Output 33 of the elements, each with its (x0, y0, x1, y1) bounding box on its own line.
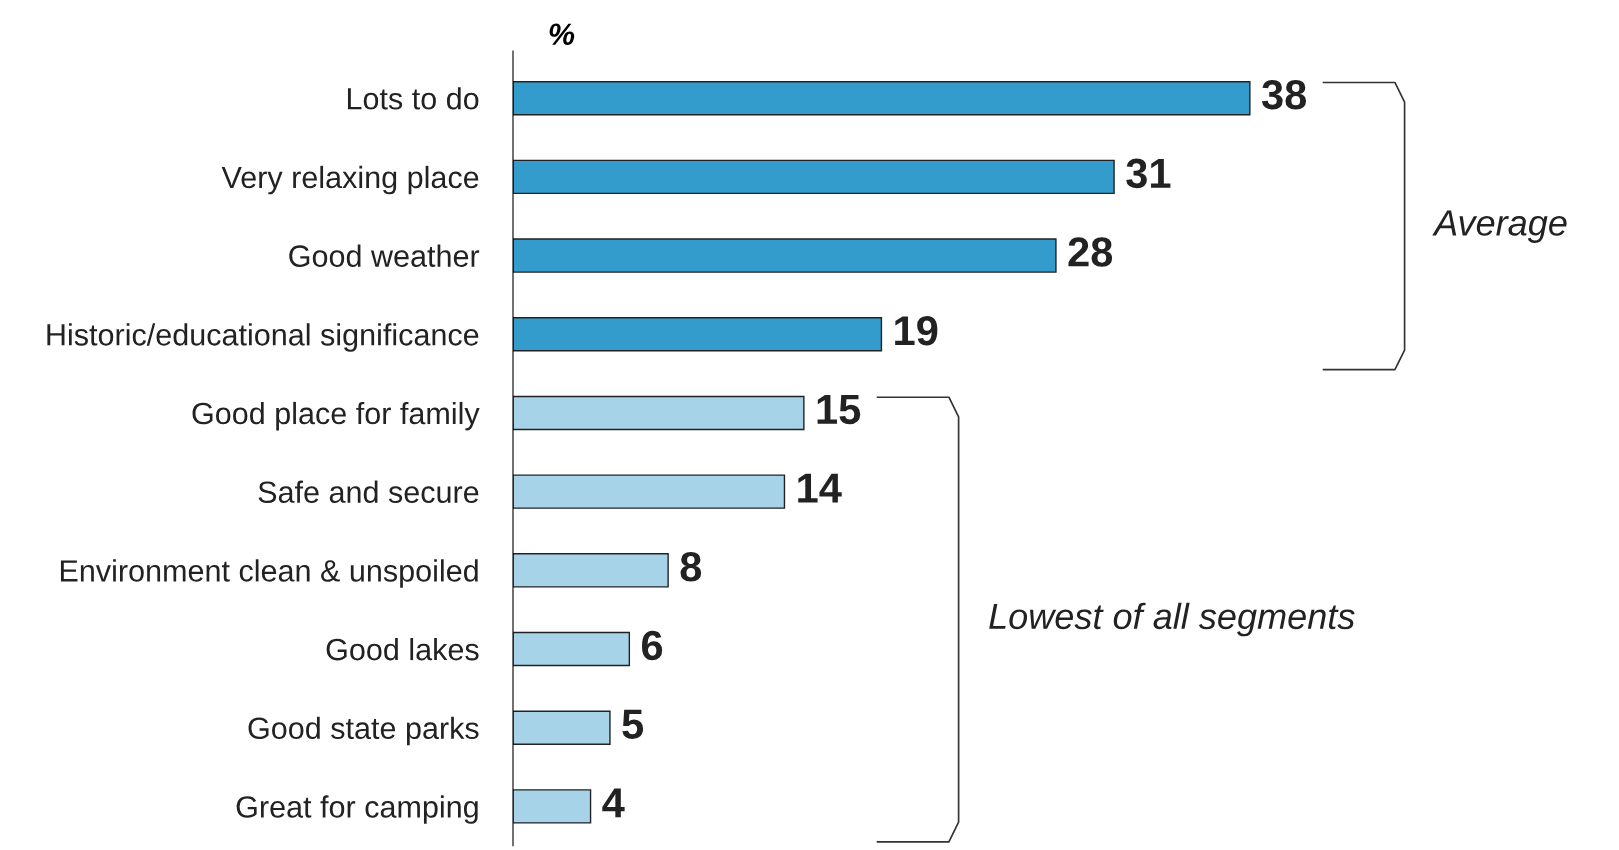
bar (513, 474, 786, 509)
data-label: 31 (1126, 158, 1171, 189)
y-tick-label: Lots to do (347, 87, 479, 110)
bar (513, 80, 1251, 116)
bar (513, 553, 669, 588)
y-tick-label: Good lakes (326, 637, 479, 661)
text: Average (1432, 210, 1567, 243)
bar (513, 789, 592, 824)
data-label: 15 (817, 395, 861, 425)
data-label: 6 (641, 630, 663, 661)
data-label: 19 (895, 315, 938, 346)
data-label: 8 (680, 552, 702, 582)
data-label: 38 (1261, 79, 1307, 110)
y-tick-label: Good state parks (248, 716, 479, 746)
bar (513, 238, 1057, 273)
annotation: Lowest of all segments (989, 602, 1355, 637)
bar (513, 395, 805, 431)
bar (513, 317, 883, 352)
y-tick-label: Good place for family (192, 401, 480, 431)
y-tick-label: Great for camping (236, 795, 478, 824)
data-label: 14 (798, 473, 842, 503)
data-label: 5 (622, 709, 644, 739)
bar (513, 159, 1115, 195)
y-tick-label: Safe and secure (258, 480, 479, 504)
bar (513, 631, 631, 667)
data-label: 4 (602, 788, 625, 818)
bar (513, 710, 611, 745)
y-tick-label: Historic/educational significance (47, 323, 479, 352)
x-axis-title: % (549, 23, 575, 45)
y-tick-label: Environment clean & unspoiled (60, 559, 478, 588)
y-tick-label: Good weather (289, 244, 480, 267)
y-tick-label: Very relaxing place (221, 165, 479, 195)
data-label: 28 (1068, 237, 1113, 267)
